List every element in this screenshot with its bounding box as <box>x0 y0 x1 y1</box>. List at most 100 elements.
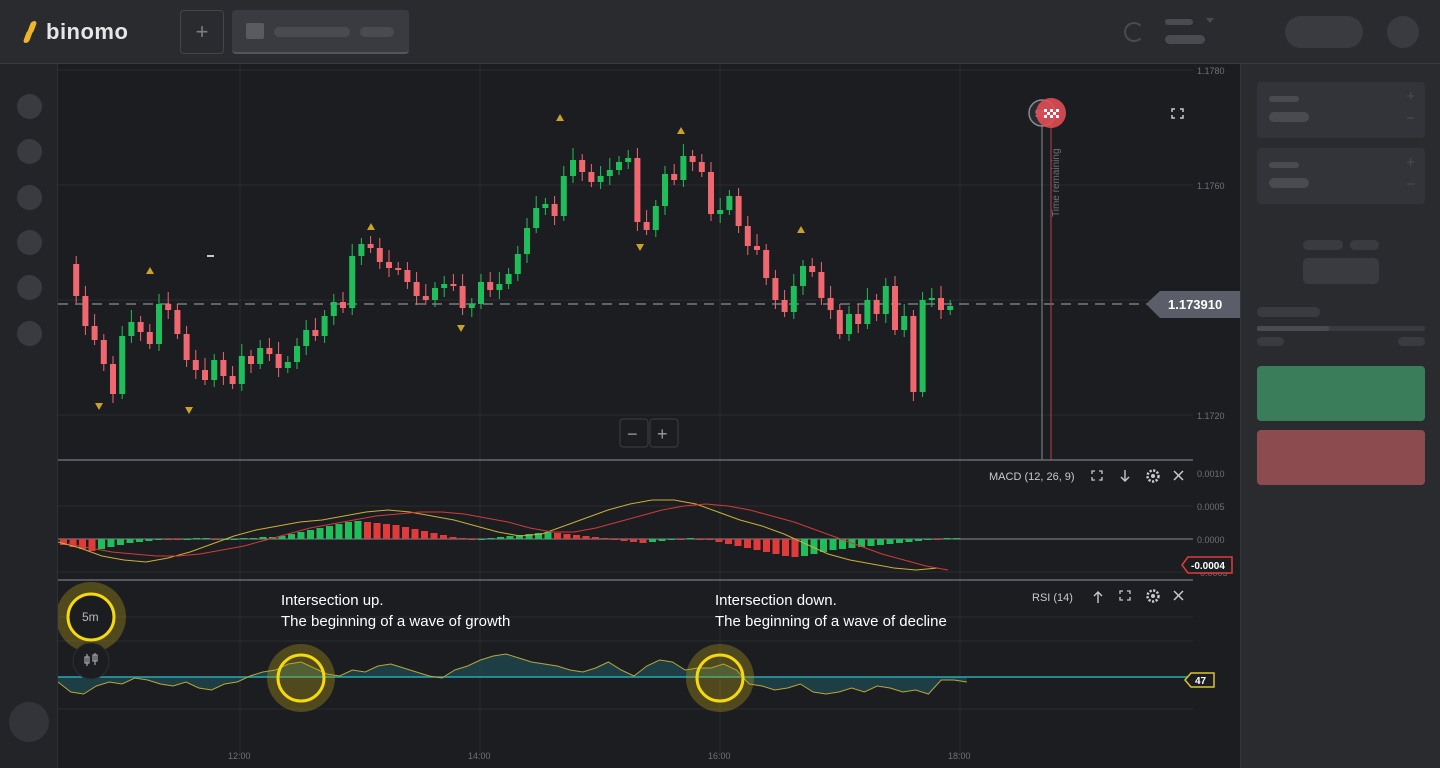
current-price-value: 1.173910 <box>1168 297 1222 312</box>
fractal-down-marker <box>95 403 103 410</box>
macd-close-icon[interactable] <box>1173 470 1184 481</box>
sidebar-item-more[interactable] <box>17 321 42 346</box>
time-increase-button[interactable]: + <box>1406 88 1415 105</box>
candle-bearish <box>836 310 843 334</box>
time-input-value-placeholder <box>1269 112 1309 122</box>
candle-bearish <box>588 172 595 182</box>
candle-bearish <box>340 302 346 308</box>
macd-histogram-bar <box>620 539 628 541</box>
macd-histogram-bar <box>487 538 495 539</box>
candle-bullish <box>284 362 291 368</box>
logo[interactable]: binomo <box>24 19 128 45</box>
sentiment-bar <box>1257 326 1425 331</box>
macd-histogram-bar <box>117 539 124 545</box>
buy-up-button[interactable] <box>1257 366 1425 421</box>
candle-bearish <box>386 262 392 268</box>
fullscreen-icon[interactable] <box>1171 108 1184 119</box>
candle-bearish <box>459 286 466 308</box>
macd-histogram-bar <box>725 539 732 544</box>
buy-down-button[interactable] <box>1257 430 1425 485</box>
amount-increase-button[interactable]: + <box>1406 154 1415 171</box>
candle-bullish <box>505 274 512 284</box>
zoom-out-button[interactable] <box>619 418 649 448</box>
macd-histogram-bar <box>839 539 846 549</box>
deposit-button[interactable] <box>1285 16 1363 48</box>
refresh-icon[interactable] <box>1124 22 1144 42</box>
fractal-up-marker <box>556 114 564 121</box>
account-type-placeholder <box>1165 19 1193 25</box>
fractal-down-marker <box>457 325 465 332</box>
chart-type-button[interactable] <box>72 642 110 680</box>
time-tick-3: 16:00 <box>708 751 731 761</box>
candle-bullish <box>662 174 668 206</box>
sidebar-item-profile[interactable] <box>17 230 42 255</box>
rsi-settings-icon[interactable] <box>1146 589 1160 603</box>
macd-histogram-bar <box>174 539 181 540</box>
macd-histogram-bar <box>668 539 675 540</box>
candle-bullish <box>257 348 264 364</box>
macd-histogram-bar <box>763 539 770 552</box>
logo-mark-icon <box>24 21 38 43</box>
candle-bullish <box>790 286 797 312</box>
amount-input-value-placeholder <box>1269 178 1309 188</box>
add-asset-tab-button[interactable]: + <box>180 10 224 54</box>
candle-bearish <box>809 266 816 272</box>
macd-pane: MACD (12, 26, 9) 0.0010 0.0005 0.0000 <box>58 469 1233 578</box>
macd-move-down-icon[interactable] <box>1120 470 1130 482</box>
asset-payout-placeholder <box>360 27 394 37</box>
candle-bullish <box>294 346 300 362</box>
macd-histogram-bar <box>278 536 286 539</box>
logo-text: binomo <box>46 19 129 44</box>
candle-bullish <box>652 206 659 230</box>
sidebar-item-history[interactable] <box>17 185 42 210</box>
candle-bullish <box>303 330 310 346</box>
candle-bearish <box>183 334 190 360</box>
candle-bearish <box>763 250 770 278</box>
macd-histogram-bar <box>383 524 390 539</box>
candle-bullish <box>238 356 245 384</box>
zoom-in-button[interactable] <box>649 418 679 448</box>
macd-histogram-bar <box>506 536 514 539</box>
candle-bearish <box>137 322 144 332</box>
candle-bearish <box>202 370 208 380</box>
sidebar-item-trade[interactable] <box>17 94 42 119</box>
amount-input[interactable]: + − <box>1257 148 1425 204</box>
macd-tick-1: 0.0010 <box>1197 469 1225 479</box>
candle-bullish <box>726 196 733 210</box>
avatar[interactable] <box>1387 16 1419 48</box>
chart-area[interactable]: 1.1780 1.1760 1.1720 1.173910 58 Time re… <box>58 64 1240 768</box>
rsi-pane: RSI (14) 47 <box>58 589 1215 695</box>
macd-histogram-bar <box>573 535 580 539</box>
timeframe-selector[interactable]: 5m <box>58 582 126 652</box>
asset-tab[interactable] <box>232 10 409 54</box>
macd-histogram-bar <box>145 539 153 541</box>
price-tick-2: 1.1760 <box>1197 181 1225 191</box>
time-decrease-button[interactable]: − <box>1406 110 1415 127</box>
macd-histogram-bar <box>354 521 362 539</box>
candle-bullish <box>349 256 356 308</box>
rsi-fullscreen-icon[interactable] <box>1119 590 1131 601</box>
macd-histogram-bar <box>886 539 894 544</box>
sidebar-item-support[interactable] <box>17 275 42 300</box>
candle-bearish <box>146 332 153 344</box>
amount-decrease-button[interactable]: − <box>1406 176 1415 193</box>
candle-bearish <box>643 222 650 230</box>
chevron-down-icon[interactable] <box>1206 18 1214 23</box>
time-input[interactable]: + − <box>1257 82 1425 138</box>
rsi-move-up-icon[interactable] <box>1093 591 1103 603</box>
chart-svg[interactable]: 1.1780 1.1760 1.1720 1.173910 58 Time re… <box>58 64 1240 768</box>
macd-settings-icon[interactable] <box>1146 469 1160 483</box>
payout-label-placeholder <box>1303 240 1343 250</box>
sidebar-item-tournaments[interactable] <box>17 139 42 164</box>
candle-bearish <box>91 326 98 340</box>
time-input-label-placeholder <box>1269 96 1299 102</box>
candle-bullish <box>800 266 806 286</box>
rsi-close-icon[interactable] <box>1173 590 1184 601</box>
macd-fullscreen-icon[interactable] <box>1091 470 1103 481</box>
candle-bearish <box>772 278 779 300</box>
chat-button[interactable] <box>9 702 49 742</box>
highlight-circle <box>276 653 326 703</box>
macd-histogram-bar <box>497 537 504 539</box>
account-balance-placeholder <box>1165 35 1205 44</box>
